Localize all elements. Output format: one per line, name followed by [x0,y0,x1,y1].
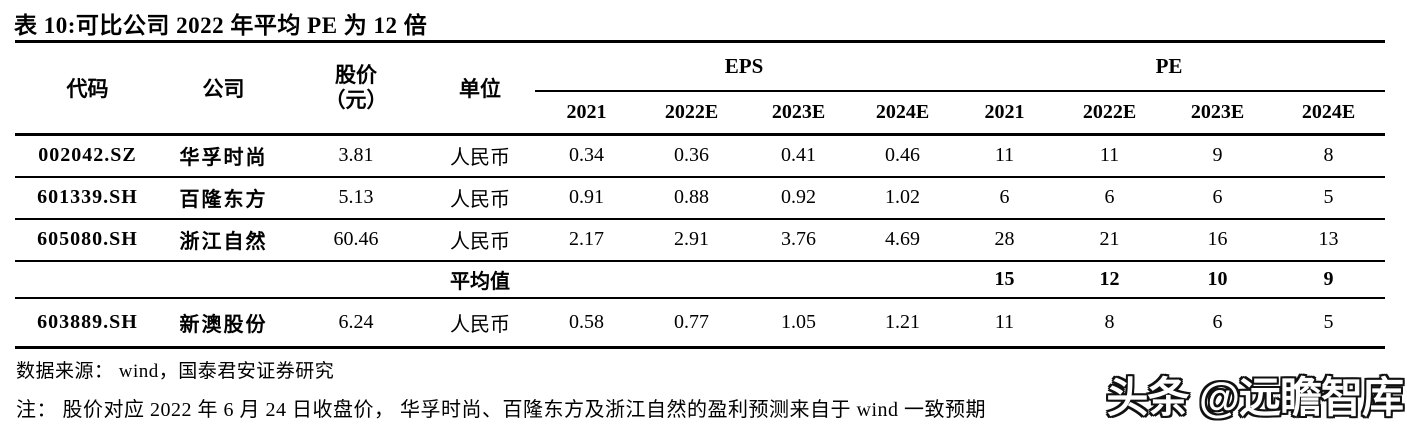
column-header-price: 股价 （元） [287,41,425,136]
company-name: 浙江自然 [160,218,287,262]
stock-price: 5.13 [287,176,425,220]
eps-2021: 2.17 [535,218,638,262]
pe-2022e: 21 [1056,218,1164,262]
column-header-eps-2022e: 2022E [638,90,745,136]
table-row-bailong: 601339.SH 百隆东方 5.13 人民币 0.91 0.88 0.92 1… [15,176,1386,220]
pe-2024e: 5 [1272,297,1386,349]
column-header-eps-2021: 2021 [535,90,638,136]
watermark-logo: 头条 @远瞻智库 [1106,374,1404,421]
column-header-unit: 单位 [425,41,535,136]
average-pe-2022e: 12 [1056,260,1164,299]
column-header-company: 公司 [160,41,287,136]
header-years-row: 2021 2022E 2023E 2024E 2021 2022E 2023E … [15,90,1386,136]
table-row-average: 平均值 15 12 10 9 [15,260,1386,299]
table-row-xinao: 603889.SH 新澳股份 6.24 人民币 0.58 0.77 1.05 1… [15,297,1386,349]
eps-2022e: 0.77 [638,297,745,349]
column-header-pe-2022e: 2022E [1056,90,1164,136]
stock-code: 603889.SH [15,297,160,349]
stock-price: 6.24 [287,297,425,349]
pe-2021: 11 [953,134,1057,178]
table-row-zhejiang: 605080.SH 浙江自然 60.46 人民币 2.17 2.91 3.76 … [15,218,1386,262]
eps-2024e: 4.69 [852,218,954,262]
eps-2022e: 2.91 [638,218,745,262]
column-header-pe-2023e: 2023E [1163,90,1273,136]
column-header-pe-2021: 2021 [953,90,1057,136]
eps-2023e: 0.92 [745,176,852,220]
pe-2024e: 13 [1272,218,1386,262]
company-name: 华孚时尚 [160,134,287,178]
average-pe-2024e: 9 [1272,260,1386,299]
eps-2021: 0.58 [535,297,638,349]
pe-2022e: 6 [1056,176,1164,220]
average-pe-2023e: 10 [1163,260,1273,299]
eps-2023e: 1.05 [745,297,852,349]
stock-price: 3.81 [287,134,425,178]
column-header-pe-2024e: 2024E [1272,90,1386,136]
empty-cell [535,260,954,299]
pe-2023e: 6 [1163,176,1273,220]
eps-2021: 0.34 [535,134,638,178]
comparable-companies-table: 代码 公司 股价 （元） 单位 EPS PE 2021 2022E 2023E … [15,40,1386,349]
column-group-eps: EPS [535,41,954,92]
pe-2023e: 9 [1163,134,1273,178]
currency-unit: 人民币 [425,176,535,220]
currency-unit: 人民币 [425,218,535,262]
stock-price: 60.46 [287,218,425,262]
column-header-eps-2024e: 2024E [852,90,954,136]
pe-2021: 6 [953,176,1057,220]
eps-2022e: 0.36 [638,134,745,178]
eps-2024e: 1.02 [852,176,954,220]
footnote-text: 注： 股价对应 2022 年 6 月 24 日收盘价， 华孚时尚、百隆东方及浙江… [16,399,986,421]
column-group-pe: PE [953,41,1386,92]
table-body: 002042.SZ 华孚时尚 3.81 人民币 0.34 0.36 0.41 0… [15,134,1386,349]
currency-unit: 人民币 [425,297,535,349]
data-source-text: 数据来源： wind，国泰君安证券研究 [16,361,335,382]
stock-code: 605080.SH [15,218,160,262]
pe-2023e: 6 [1163,297,1273,349]
eps-2021: 0.91 [535,176,638,220]
column-header-eps-2023e: 2023E [745,90,852,136]
eps-2024e: 0.46 [852,134,954,178]
average-label: 平均值 [425,260,535,299]
empty-cell [15,260,425,299]
average-pe-2021: 15 [953,260,1057,299]
company-name: 百隆东方 [160,176,287,220]
pe-2021: 28 [953,218,1057,262]
pe-2024e: 8 [1272,134,1386,178]
price-header-line1: 股价 [335,62,377,87]
eps-2023e: 3.76 [745,218,852,262]
eps-2023e: 0.41 [745,134,852,178]
stock-code: 002042.SZ [15,134,160,178]
company-name: 新澳股份 [160,297,287,349]
eps-2022e: 0.88 [638,176,745,220]
pe-2024e: 5 [1272,176,1386,220]
header-group-row: 代码 公司 股价 （元） 单位 EPS PE [15,41,1386,136]
currency-unit: 人民币 [425,134,535,178]
pe-2022e: 8 [1056,297,1164,349]
eps-2024e: 1.21 [852,297,954,349]
stock-code: 601339.SH [15,176,160,220]
table-row-huafu: 002042.SZ 华孚时尚 3.81 人民币 0.34 0.36 0.41 0… [15,134,1386,178]
pe-2021: 11 [953,297,1057,349]
pe-2023e: 16 [1163,218,1273,262]
price-header-line2: （元） [324,88,388,112]
table-header: 代码 公司 股价 （元） 单位 EPS PE 2021 2022E 2023E … [15,41,1386,136]
table-title: 表 10:可比公司 2022 年平均 PE 为 12 倍 [14,13,428,38]
pe-2022e: 11 [1056,134,1164,178]
column-header-code: 代码 [15,41,160,136]
